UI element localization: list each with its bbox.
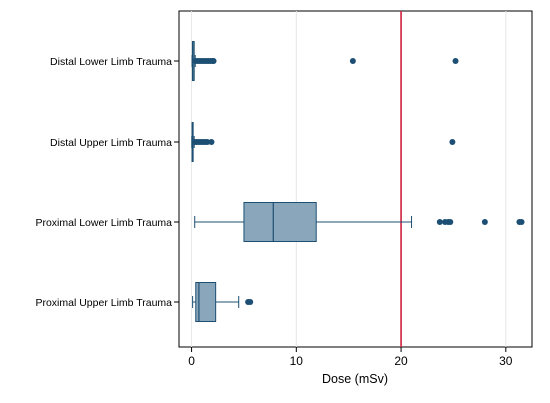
y-category-label-1: Distal Upper Limb Trauma (50, 137, 172, 149)
x-tick-label-2: 20 (394, 354, 408, 368)
outlier-0-9 (210, 58, 217, 64)
outlier-2-6 (518, 219, 525, 225)
outlier-3-1 (247, 299, 254, 305)
outlier-1-8 (449, 139, 456, 145)
box-group-0 (191, 41, 459, 81)
y-category-label-2: Proximal Lower Limb Trauma (35, 217, 172, 229)
x-axis-title: Dose (mSv) (322, 372, 388, 386)
boxplot-group (191, 41, 525, 322)
box-group-3 (192, 282, 254, 322)
x-axis: 0 10 20 30 (188, 347, 513, 368)
box-2 (243, 202, 317, 242)
y-axis: Distal Lower Limb Trauma Distal Upper Lim… (35, 56, 179, 309)
x-tick-label-1: 10 (290, 354, 304, 368)
y-category-label-3: Proximal Upper Limb Trauma (35, 297, 172, 309)
plot-area (178, 10, 533, 348)
outlier-1-6 (204, 139, 211, 145)
y-category-label-0: Distal Lower Limb Trauma (50, 56, 172, 68)
outlier-1-7 (208, 139, 215, 145)
outlier-0-11 (452, 58, 459, 64)
x-tick-label-0: 0 (188, 354, 195, 368)
outlier-2-4 (481, 219, 488, 225)
outlier-0-10 (349, 58, 356, 64)
x-tick-label-3: 30 (499, 354, 513, 368)
outlier-2-0 (436, 219, 443, 225)
box-3 (195, 282, 217, 322)
outlier-2-3 (447, 219, 454, 225)
box-group-1 (191, 122, 456, 162)
box-group-2 (194, 202, 525, 242)
